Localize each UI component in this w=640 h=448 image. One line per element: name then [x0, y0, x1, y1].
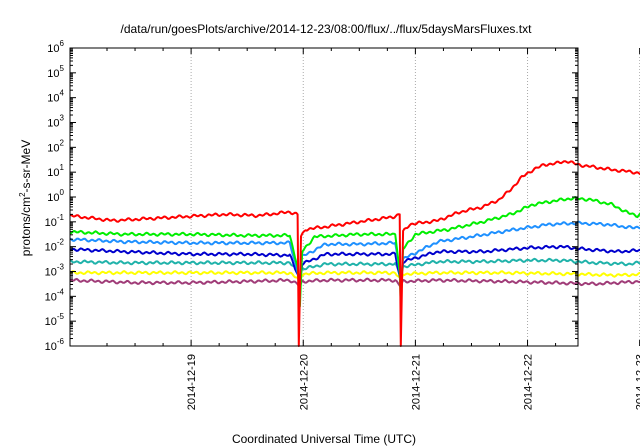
y-axis: 10-610-510-410-310-210-11001011021031041…: [45, 39, 578, 353]
y-tick-label: 10-5: [45, 312, 65, 328]
y-tick-label-base: 10: [45, 267, 57, 279]
y-tick-label-exponent: -2: [57, 238, 65, 247]
y-tick-label-exponent: 6: [60, 39, 65, 48]
y-tick-label-base: 10: [45, 242, 57, 254]
y-tick-label-exponent: -5: [57, 312, 65, 321]
y-tick-label: 10-3: [45, 263, 65, 279]
series-line: [69, 257, 640, 279]
y-tick-label-base: 10: [47, 167, 59, 179]
y-tick-label: 10-6: [45, 337, 65, 353]
y-tick-label-exponent: 4: [60, 89, 65, 98]
y-tick-label-base: 10: [45, 217, 57, 229]
series-line: [69, 277, 640, 289]
x-tick-label: 2014-12-22: [523, 354, 535, 410]
series-line: [69, 244, 640, 283]
x-axis: 2014-12-19 2014-12-20 2014-12-21 2014-12-22…: [106, 48, 640, 410]
x-axis-label: Coordinated Universal Time (UTC): [232, 432, 416, 446]
y-tick-label: 102: [47, 138, 64, 154]
series-line: [69, 270, 640, 283]
y-tick-label-base: 10: [47, 142, 59, 154]
y-axis-label: protons/cm2-s-sr-MeV: [18, 140, 33, 256]
y-tick-label: 10-4: [45, 287, 65, 303]
y-tick-label-base: 10: [47, 192, 59, 204]
y-tick-label-base: 10: [47, 93, 59, 105]
y-axis-label-superscript: 2: [18, 192, 27, 197]
series-group: [69, 160, 640, 347]
y-tick-label-exponent: -3: [57, 263, 65, 272]
y-tick-label-base: 10: [47, 43, 59, 55]
y-tick-label-exponent: 2: [60, 138, 65, 147]
y-tick-label: 105: [47, 64, 64, 80]
y-tick-label: 10-2: [45, 238, 65, 254]
y-tick-label-exponent: -1: [57, 213, 65, 222]
x-tick-label: 2014-12-23: [635, 354, 640, 410]
y-tick-label-exponent: -6: [57, 337, 65, 346]
y-tick-label: 104: [47, 89, 64, 105]
y-tick-label: 100: [47, 188, 64, 204]
x-tick-label: 2014-12-20: [298, 354, 310, 410]
y-tick-label: 103: [47, 114, 64, 130]
y-tick-label-exponent: 5: [60, 64, 65, 73]
x-tick-label: 2014-12-19: [186, 354, 198, 410]
y-tick-label-base: 10: [47, 68, 59, 80]
y-tick-label-base: 10: [47, 118, 59, 130]
y-tick-label-exponent: 3: [60, 114, 65, 123]
y-axis-label-suffix: -s-sr-MeV: [19, 140, 33, 193]
y-tick-label: 106: [47, 39, 64, 55]
series-line: [69, 160, 640, 347]
y-tick-label: 10-1: [45, 213, 65, 229]
y-tick-label: 101: [47, 163, 64, 179]
y-tick-label-base: 10: [45, 341, 57, 353]
y-tick-label-base: 10: [45, 316, 57, 328]
y-tick-label-base: 10: [45, 291, 57, 303]
x-tick-label: 2014-12-21: [410, 354, 422, 410]
y-tick-label-exponent: 0: [60, 188, 65, 197]
chart-title: /data/run/goesPlots/archive/2014-12-23/0…: [121, 22, 533, 36]
y-axis-label-main: protons/cm: [19, 197, 33, 256]
y-tick-label-exponent: -4: [57, 287, 65, 296]
series-line: [69, 220, 640, 284]
y-tick-label-exponent: 1: [60, 163, 65, 172]
